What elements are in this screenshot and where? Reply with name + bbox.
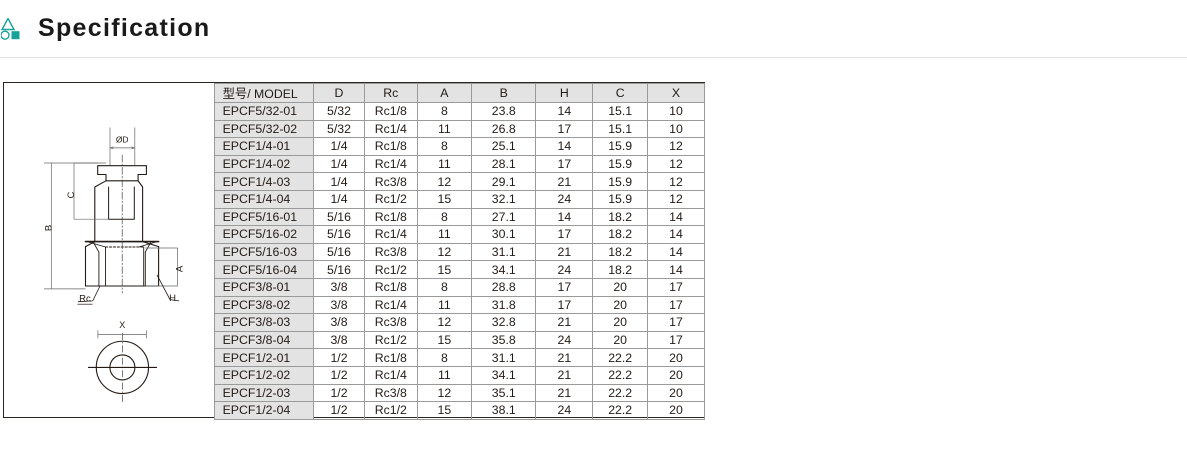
svg-text:H: H bbox=[169, 293, 176, 304]
svg-text:ØD: ØD bbox=[116, 135, 129, 145]
svg-text:A: A bbox=[175, 265, 186, 272]
svg-text:Rc: Rc bbox=[79, 294, 91, 305]
svg-text:X: X bbox=[119, 320, 125, 330]
svg-text:C: C bbox=[66, 191, 77, 198]
svg-text:B: B bbox=[43, 225, 54, 231]
